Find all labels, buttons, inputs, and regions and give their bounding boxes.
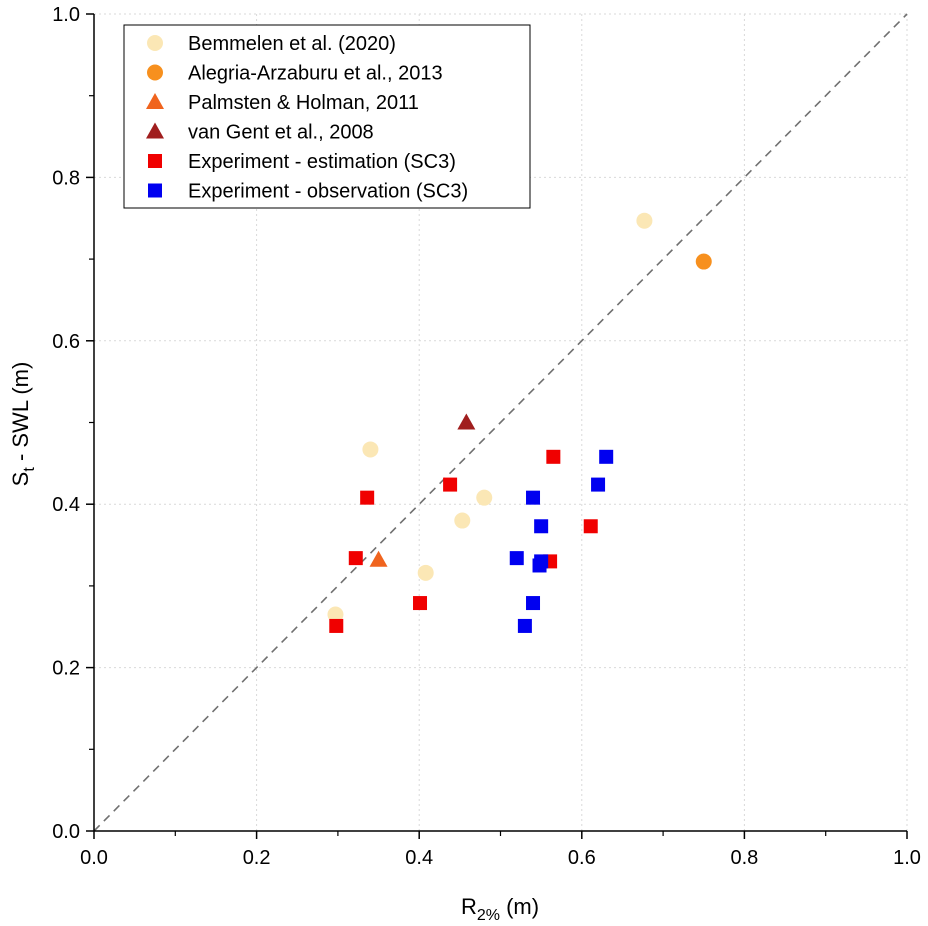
one-to-one-reference-line xyxy=(93,13,908,832)
legend-marker-series-4 xyxy=(148,154,162,168)
data-point-series-5 xyxy=(526,596,541,611)
legend-marker-series-0 xyxy=(147,35,163,51)
x-axis-title-subscript: 2% xyxy=(477,907,500,924)
legend-marker-series-2 xyxy=(146,93,164,109)
legend-label-series-1: Alegria-Arzaburu et al., 2013 xyxy=(188,63,443,85)
y-axis-title-unit: - SWL (m) xyxy=(8,362,33,468)
legend-label-series-5: Experiment - observation (SC3) xyxy=(188,181,468,203)
x-tick-label: 0.8 xyxy=(730,847,758,869)
data-point-series-5 xyxy=(509,551,524,566)
data-point-series-5 xyxy=(599,449,614,464)
x-axis-title: R2% (m) xyxy=(461,894,539,924)
data-point-series-0 xyxy=(362,441,379,458)
legend-marker-series-1 xyxy=(147,64,163,81)
data-point-series-5 xyxy=(517,618,532,633)
legend-box xyxy=(123,24,531,209)
data-point-series-0 xyxy=(454,512,471,529)
data-point-series-3 xyxy=(457,413,476,430)
legend-label-series-0: Bemmelen et al. (2020) xyxy=(188,33,396,55)
data-point-series-0 xyxy=(636,212,653,229)
data-point-series-4 xyxy=(443,477,458,492)
data-point-series-4 xyxy=(546,449,561,464)
tick-labels: 0.00.0 0.2 0.2 0.4 0.4 0.6 0.6 0.8 0.8 1.0 1.0 xyxy=(52,4,921,869)
data-point-series-4 xyxy=(348,551,363,566)
data-point-series-5 xyxy=(534,519,549,534)
y-tick-label: 0.8 xyxy=(52,167,80,189)
y-tick-label: 1.0 xyxy=(52,4,80,26)
legend: Bemmelen et al. (2020) Alegria-Arzaburu e… xyxy=(123,24,531,209)
y-tick-label: 0.4 xyxy=(52,494,80,516)
data-points xyxy=(327,212,712,633)
data-point-series-1 xyxy=(695,253,712,270)
legend-label-series-3: van Gent et al., 2008 xyxy=(188,122,374,144)
legend-label-series-2: Palmsten & Holman, 2011 xyxy=(188,92,419,114)
x-axis-title-unit: (m) xyxy=(500,894,539,919)
data-point-series-4 xyxy=(413,596,428,611)
y-axis-title: St - SWL (m) xyxy=(8,362,38,487)
y-tick-label: 0.6 xyxy=(52,331,80,353)
data-point-series-0 xyxy=(327,606,344,623)
data-point-series-5 xyxy=(526,490,541,505)
legend-marker-series-5 xyxy=(148,183,162,198)
y-tick-label: 0.2 xyxy=(52,658,80,680)
data-point-series-4 xyxy=(583,519,598,534)
data-point-series-5 xyxy=(591,477,606,492)
data-point-series-0 xyxy=(476,489,493,506)
legend-marker-series-3 xyxy=(146,122,164,139)
x-tick-label: 0.0 xyxy=(80,847,108,869)
data-point-series-4 xyxy=(360,490,375,505)
y-axis-title-main: S xyxy=(8,472,33,487)
legend-label-series-4: Experiment - estimation (SC3) xyxy=(188,151,456,173)
x-tick-label: 0.2 xyxy=(243,847,271,869)
x-tick-label: 1.0 xyxy=(893,847,921,869)
x-axis-title-main: R xyxy=(461,894,477,919)
y-axis-title-subscript: t xyxy=(21,467,38,472)
data-point-series-5 xyxy=(532,558,547,573)
data-point-series-2 xyxy=(369,550,388,567)
axes xyxy=(86,13,908,839)
data-point-series-4 xyxy=(329,618,344,633)
y-tick-label: 0.0 xyxy=(52,821,80,843)
x-tick-label: 0.6 xyxy=(568,847,596,869)
x-tick-label: 0.4 xyxy=(405,847,433,869)
data-point-series-0 xyxy=(417,564,434,581)
